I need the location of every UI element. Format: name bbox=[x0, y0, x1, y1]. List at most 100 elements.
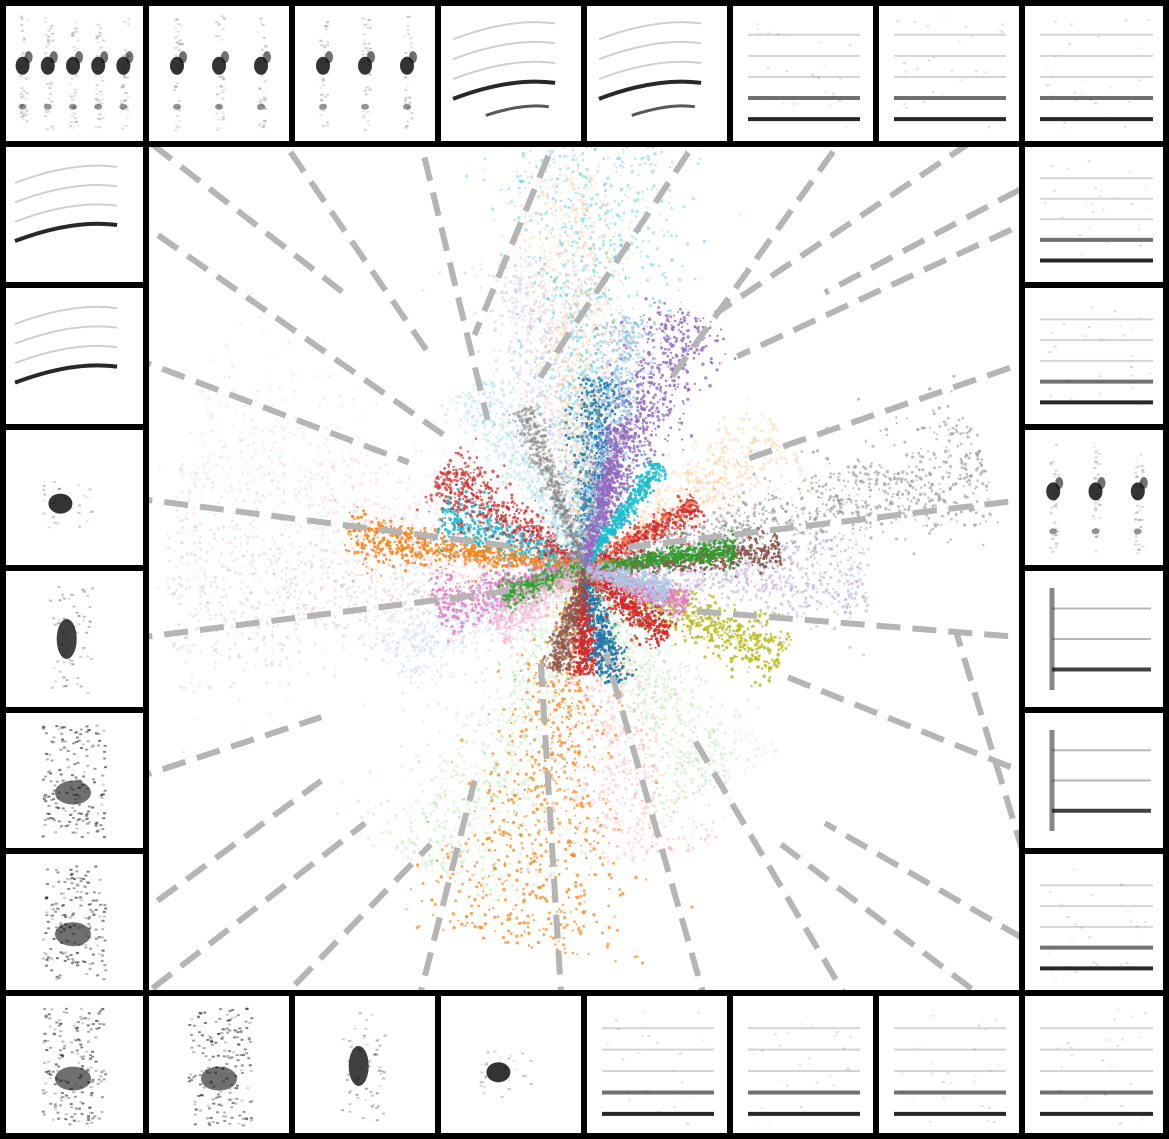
scatter-point bbox=[542, 253, 546, 257]
scatter-point bbox=[601, 203, 606, 207]
scatter-point bbox=[537, 388, 540, 391]
scatter-point bbox=[625, 190, 629, 193]
scatter-point bbox=[576, 406, 581, 410]
scatter-point bbox=[622, 211, 626, 215]
scatter-point bbox=[599, 369, 602, 372]
scatter-point bbox=[595, 341, 600, 346]
scatter-point bbox=[582, 491, 585, 494]
scatter-point bbox=[580, 187, 583, 190]
scatter-point bbox=[640, 157, 644, 161]
scatter-point bbox=[540, 304, 545, 308]
scatter-point bbox=[619, 215, 622, 218]
scatter-point bbox=[593, 147, 598, 151]
scatter-point bbox=[694, 316, 698, 320]
scatter-point bbox=[635, 464, 639, 468]
scatter-point bbox=[699, 319, 702, 322]
scatter-point bbox=[619, 174, 622, 177]
scatter-point bbox=[602, 405, 606, 409]
scatter-point bbox=[641, 389, 645, 393]
scatter-point bbox=[564, 262, 568, 266]
scatter-point bbox=[514, 269, 517, 273]
scatter-point bbox=[681, 321, 684, 324]
scatter-point bbox=[599, 453, 602, 456]
scatter-point bbox=[641, 347, 644, 350]
scatter-point bbox=[598, 408, 602, 412]
scatter-point bbox=[655, 247, 659, 251]
scatter-point bbox=[578, 516, 581, 520]
scatter-point bbox=[670, 324, 673, 327]
scatter-point bbox=[572, 422, 576, 427]
scatter-point bbox=[569, 181, 574, 185]
scatter-point bbox=[592, 322, 595, 326]
scatter-point bbox=[550, 178, 553, 181]
scatter-point bbox=[539, 366, 543, 370]
scatter-point bbox=[551, 306, 555, 311]
scatter-point bbox=[524, 361, 527, 364]
scatter-point bbox=[568, 471, 572, 475]
scatter-point bbox=[739, 213, 742, 216]
scatter-point bbox=[616, 394, 619, 397]
scatter-point bbox=[702, 239, 707, 244]
scatter-point bbox=[575, 177, 579, 181]
scatter-point bbox=[619, 495, 623, 498]
scatter-point bbox=[499, 332, 502, 335]
scatter-point bbox=[590, 282, 593, 285]
scatter-point bbox=[568, 504, 572, 508]
scatter-point bbox=[508, 315, 512, 319]
scatter-point bbox=[541, 335, 544, 338]
scatter-point bbox=[633, 199, 637, 203]
scatter-point bbox=[635, 191, 639, 195]
scatter-point bbox=[680, 421, 684, 425]
scatter-point bbox=[560, 262, 563, 265]
scatter-point bbox=[650, 365, 654, 369]
scatter-point bbox=[543, 339, 546, 343]
scatter-point bbox=[582, 435, 585, 438]
scatter-point bbox=[701, 362, 705, 366]
scatter-point bbox=[615, 398, 618, 402]
scatter-point bbox=[665, 334, 668, 337]
scatter-point bbox=[631, 395, 635, 400]
scatter-point bbox=[558, 383, 562, 387]
scatter-point bbox=[615, 166, 618, 169]
scatter-point bbox=[628, 468, 632, 472]
scatter-point bbox=[625, 490, 629, 494]
scatter-point bbox=[647, 372, 650, 376]
scatter-point bbox=[531, 256, 535, 260]
scatter-point bbox=[481, 541, 485, 545]
scatter-point bbox=[600, 334, 604, 338]
scatter-point bbox=[603, 287, 607, 291]
scatter-point bbox=[576, 492, 580, 496]
scatter-point bbox=[655, 406, 659, 410]
scatter-point bbox=[578, 198, 582, 202]
scatter-point bbox=[598, 420, 601, 423]
scatter-point bbox=[550, 331, 554, 335]
scatter-point bbox=[521, 151, 526, 156]
scatter-point bbox=[582, 455, 586, 458]
scatter-point bbox=[579, 287, 583, 291]
scatter-point bbox=[587, 409, 590, 412]
scatter-point bbox=[695, 327, 699, 330]
scatter-point bbox=[697, 330, 700, 334]
scatter-point bbox=[538, 256, 542, 260]
scatter-point bbox=[572, 416, 576, 420]
scatter-point bbox=[546, 195, 550, 200]
scatter-point bbox=[587, 459, 590, 462]
scatter-point bbox=[580, 223, 583, 226]
scatter-point bbox=[570, 225, 574, 228]
scatter-point bbox=[659, 385, 663, 389]
scatter-point bbox=[554, 203, 556, 206]
scatter-point bbox=[542, 401, 546, 405]
scatter-point bbox=[567, 369, 572, 373]
scatter-point bbox=[619, 164, 623, 168]
scatter-point bbox=[480, 331, 483, 334]
scatter-point bbox=[670, 206, 674, 210]
scatter-point bbox=[580, 329, 584, 334]
scatter-point bbox=[605, 332, 609, 336]
scatter-point bbox=[531, 397, 535, 401]
scatter-point bbox=[526, 285, 530, 289]
scatter-point bbox=[607, 454, 610, 457]
scatter-point bbox=[567, 459, 571, 463]
scatter-point bbox=[568, 167, 571, 170]
scatter-point bbox=[598, 381, 602, 385]
scatter-point bbox=[564, 274, 568, 277]
